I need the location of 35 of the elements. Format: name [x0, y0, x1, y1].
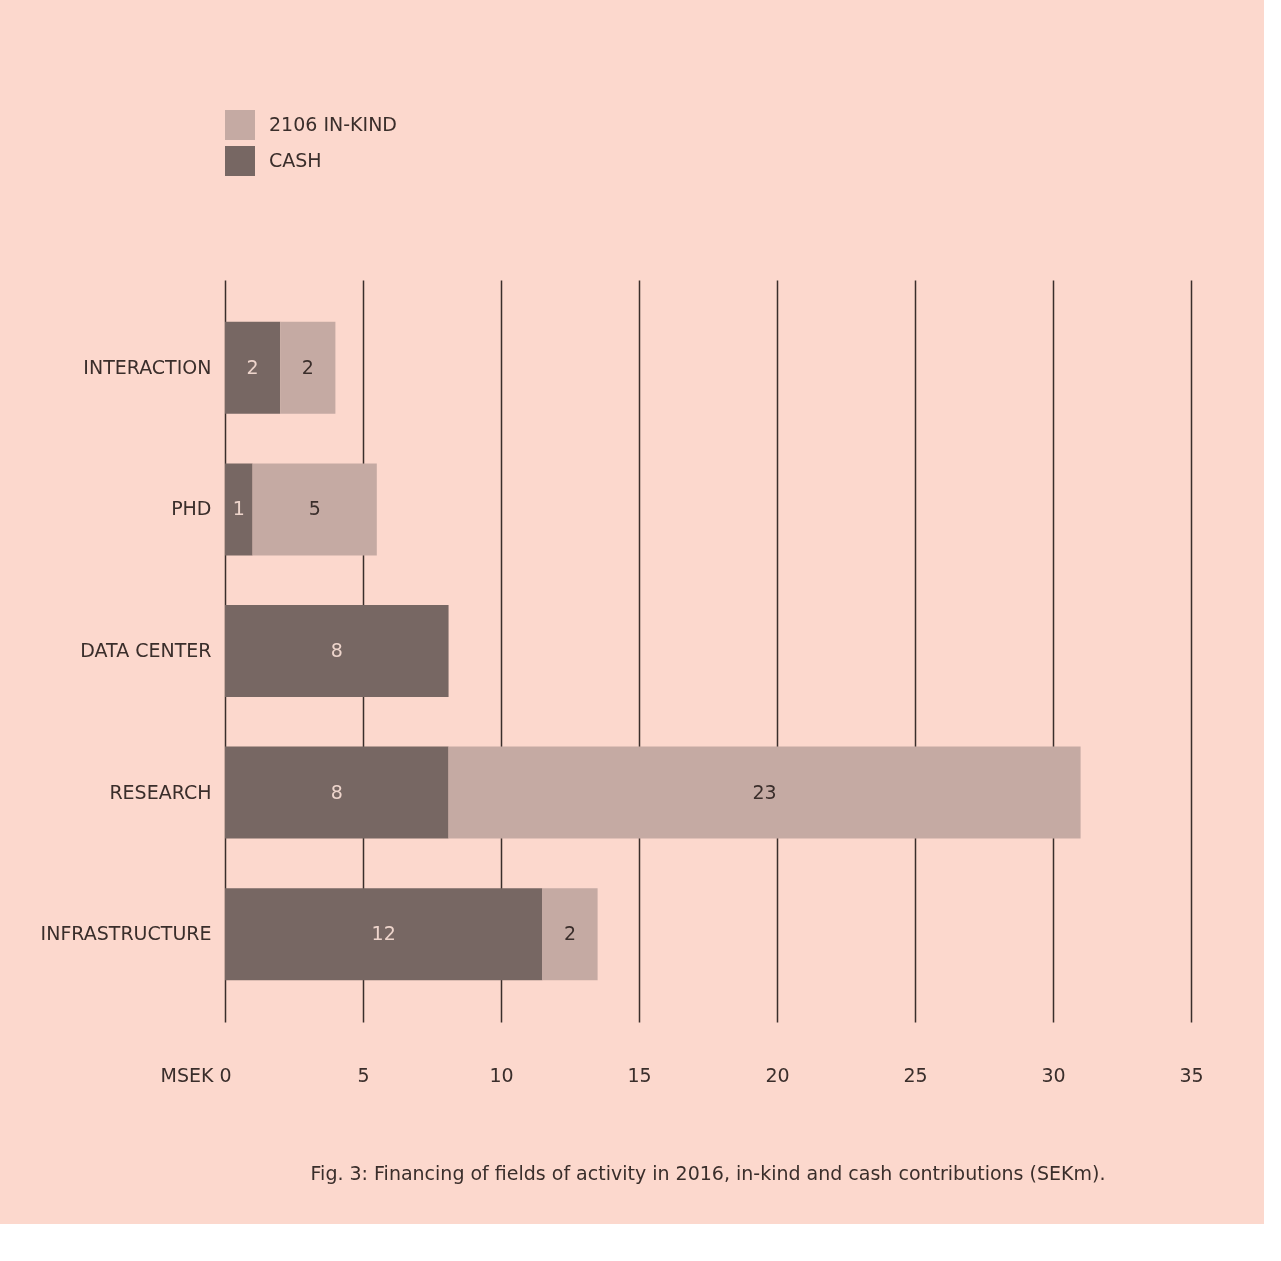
x-tick-label: 35: [1179, 1063, 1204, 1086]
bar: [252, 463, 377, 556]
bar: [225, 888, 543, 981]
y-tick-label: PHD: [171, 497, 212, 520]
bar: [542, 888, 598, 981]
legend-label: 2106 IN-KIND: [269, 113, 397, 135]
data-label: 12: [371, 922, 396, 945]
y-tick-label: DATA CENTER: [80, 639, 212, 661]
data-label: 2: [246, 355, 259, 378]
bar: [225, 463, 253, 556]
x-tick-label: 10: [489, 1063, 514, 1086]
y-tick-label: RESEARCH: [109, 780, 212, 803]
data-label: 8: [330, 780, 343, 803]
data-label: 23: [752, 780, 777, 803]
x-axis-title: MSEK: [160, 1063, 215, 1086]
x-tick-label: 20: [765, 1063, 790, 1086]
x-tick-label: 0: [219, 1063, 232, 1086]
bar: [225, 605, 449, 697]
x-tick-label: 30: [1041, 1063, 1066, 1086]
y-tick-label: INTERACTION: [83, 355, 212, 378]
data-label: 8: [330, 639, 343, 661]
data-label: 2: [301, 355, 314, 378]
data-label: 1: [232, 497, 245, 520]
y-tick-label: INFRASTRUCTURE: [40, 922, 212, 945]
bar: [225, 746, 449, 839]
bar: [280, 321, 336, 414]
data-label: 2: [563, 922, 577, 945]
x-tick-label: 15: [627, 1063, 652, 1086]
bar: [225, 321, 281, 414]
caption: Fig. 3: Financing of fields of activity in 2016, in-kind and cash contributions (SEKm).: [310, 1162, 1106, 1184]
x-tick-label: 5: [357, 1063, 370, 1086]
bar: [448, 746, 1081, 839]
data-label: 5: [308, 497, 321, 520]
legend-label: CASH: [269, 149, 322, 171]
x-tick-label: 25: [903, 1063, 928, 1086]
